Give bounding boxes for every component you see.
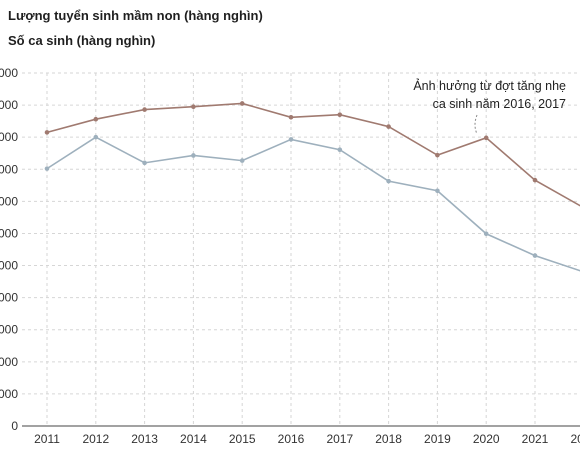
x-tick-label: 2022 xyxy=(570,432,580,446)
annotation-text-line-1: ca sinh năm 2016, 2017 xyxy=(433,97,566,111)
annotation-text-line-0: Ảnh hưởng từ đợt tăng nhẹ xyxy=(413,78,566,93)
x-tick-label: 2020 xyxy=(473,432,500,446)
y-tick-label: 8000 xyxy=(0,162,18,176)
data-point-0-2012 xyxy=(93,116,99,122)
data-point-0-2016 xyxy=(288,114,294,120)
data-point-1-2017 xyxy=(337,147,343,152)
x-tick-label: 2019 xyxy=(424,432,451,446)
data-point-0-2019 xyxy=(435,152,440,158)
y-tick-label: 10000 xyxy=(0,98,18,112)
x-tick-label: 2015 xyxy=(229,432,256,446)
x-tick-label: 2018 xyxy=(375,432,402,446)
legend-enrollment-label: Lượng tuyển sinh mầm non (hàng nghìn) xyxy=(8,8,263,23)
x-tick-label: 2013 xyxy=(131,432,158,446)
series-line-0 xyxy=(46,102,580,207)
data-point-0-2015 xyxy=(239,101,245,106)
x-tick-label: 2014 xyxy=(180,432,207,446)
annotation-leader xyxy=(474,114,478,135)
x-tick-label: 2011 xyxy=(34,432,60,446)
data-point-1-2021 xyxy=(532,253,538,258)
grid-lines xyxy=(22,72,580,426)
y-tick-label: 3000 xyxy=(0,323,18,337)
y-tick-label: 6000 xyxy=(0,226,18,240)
legend-births-label: Số ca sinh (hàng nghìn) xyxy=(8,33,156,48)
data-point-1-2019 xyxy=(435,188,440,194)
data-point-1-2014 xyxy=(191,153,196,158)
axes: 0 1000 2000 3000 4000 5000 6000 7000 8000 9000 100… xyxy=(0,66,580,446)
y-tick-label: 2000 xyxy=(0,355,18,369)
series-layer xyxy=(44,101,580,272)
data-point-1-2015 xyxy=(239,158,245,163)
data-point-0-2020 xyxy=(483,135,489,141)
y-tick-label: 1000 xyxy=(0,387,18,401)
data-point-0-2018 xyxy=(386,124,391,129)
y-tick-label: 7000 xyxy=(0,194,18,208)
x-tick-label: 2021 xyxy=(522,432,549,446)
data-point-1-2013 xyxy=(142,160,147,166)
x-tick-label: 2017 xyxy=(326,432,353,446)
data-point-1-2012 xyxy=(93,134,99,140)
data-point-1-2011 xyxy=(44,166,50,171)
data-point-0-2011 xyxy=(44,130,50,135)
data-point-1-2018 xyxy=(386,178,391,184)
y-tick-label: 0 xyxy=(11,419,18,433)
y-tick-label: 4000 xyxy=(0,291,18,305)
data-point-0-2013 xyxy=(142,107,147,112)
x-tick-label: 2012 xyxy=(82,432,109,446)
y-tick-label: 5000 xyxy=(0,259,18,273)
data-point-1-2020 xyxy=(483,231,489,237)
annotation-layer: Ảnh hưởng từ đợt tăng nhẹ ca sinh năm 201… xyxy=(413,78,566,135)
data-point-0-2014 xyxy=(191,104,196,109)
data-point-0-2017 xyxy=(337,112,343,118)
y-tick-label: 11000 xyxy=(0,66,18,80)
data-point-1-2016 xyxy=(288,137,294,142)
series-line-1 xyxy=(46,136,580,272)
y-tick-label: 9000 xyxy=(0,130,18,144)
x-tick-label: 2016 xyxy=(278,432,305,446)
data-point-0-2021 xyxy=(532,177,538,183)
